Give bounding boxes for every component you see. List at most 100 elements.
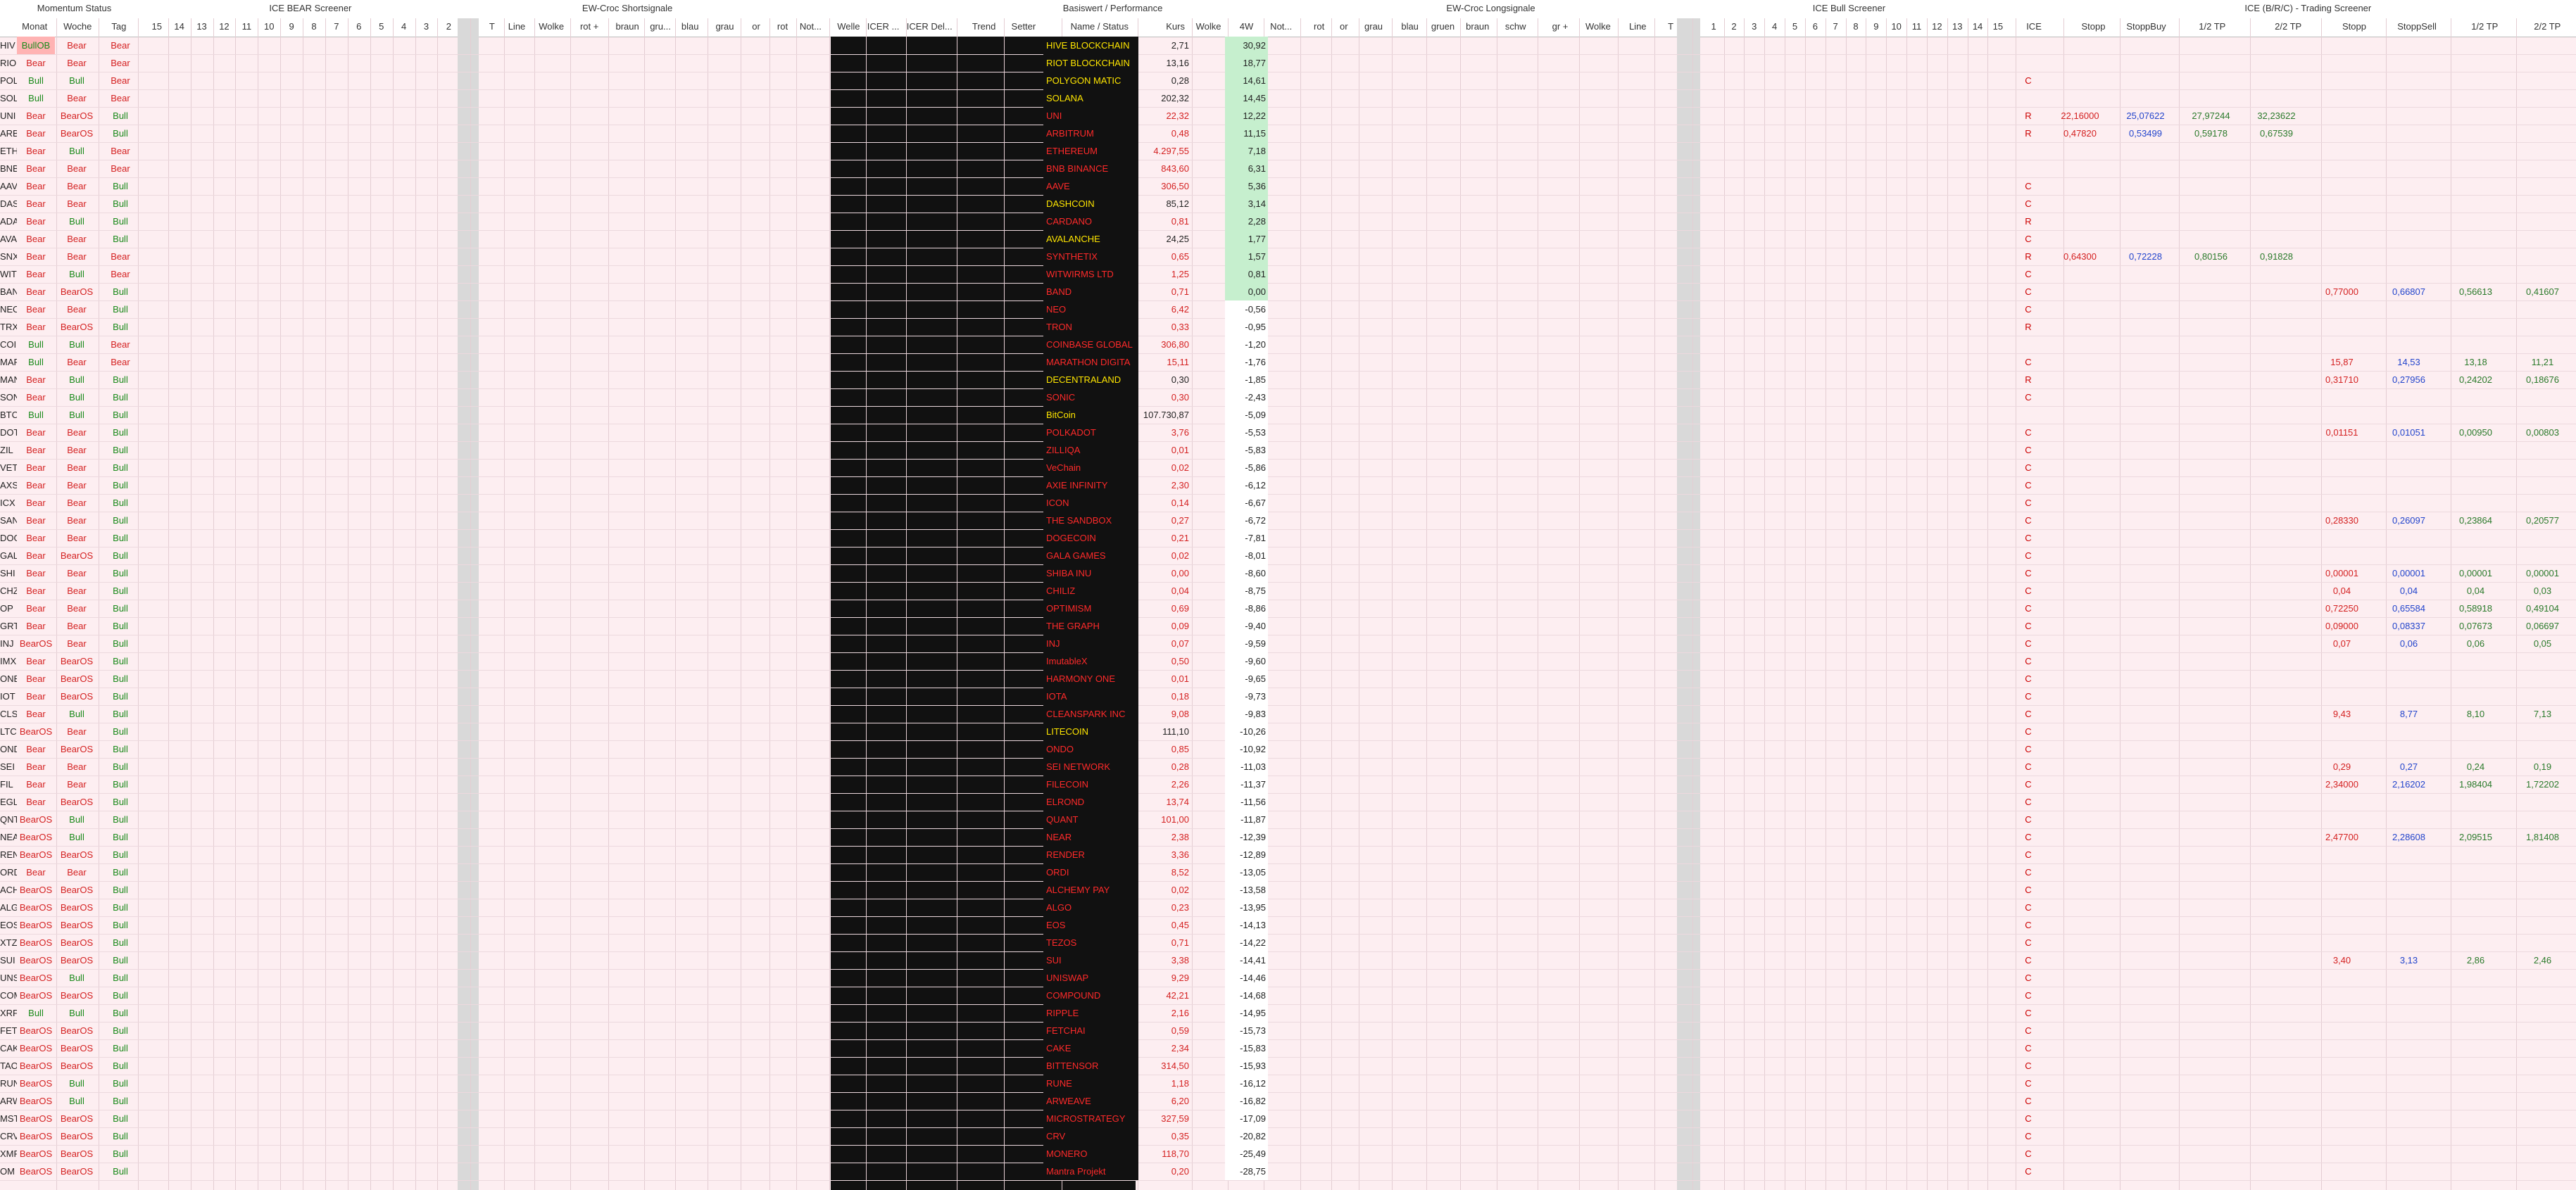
row-line: [0, 388, 2576, 389]
day-status: Bull: [113, 673, 128, 684]
ticker: IMX: [0, 656, 17, 666]
week-status: Bear: [67, 515, 87, 526]
month-status: Bear: [26, 445, 46, 455]
asset-name: COMPOUND: [1043, 987, 1138, 1004]
screener-target: 0,00803: [2526, 427, 2559, 438]
month-status: BearOS: [19, 1025, 53, 1036]
ticker: OM: [0, 1166, 15, 1177]
price: 0,85: [1171, 744, 1189, 754]
price: 111,10: [1162, 726, 1189, 737]
ticker: UNS: [0, 973, 17, 983]
screener-target: 0,77000: [2325, 286, 2358, 297]
screener-target: 1,98404: [2459, 779, 2492, 790]
ticker: ADA: [0, 216, 17, 227]
grid-line: [2321, 18, 2323, 1190]
column-header: 11: [241, 21, 252, 32]
asset-name: UNI: [1043, 107, 1138, 125]
performance-4w: -1,85: [1225, 371, 1268, 388]
day-status: Bull: [113, 1025, 128, 1036]
grid-line: [470, 18, 472, 1190]
column-header: 9: [1873, 21, 1879, 32]
day-status: Bear: [111, 93, 130, 103]
month-status: BearOS: [19, 955, 53, 966]
week-status: Bear: [67, 462, 87, 473]
month-status: BearOS: [19, 726, 53, 737]
asset-name: DECENTRALAND: [1043, 371, 1138, 388]
month-status: BearOS: [19, 1131, 53, 1141]
ice-code: C: [2025, 691, 2032, 702]
ice-code: C: [2025, 1131, 2032, 1141]
price: 42,21: [1166, 990, 1189, 1001]
asset-name: Mantra Projekt: [1043, 1163, 1138, 1180]
week-status: Bear: [67, 234, 87, 244]
grid-line: [865, 18, 867, 1190]
week-status: BearOS: [60, 797, 94, 807]
grid-line: [1926, 18, 1928, 1190]
day-status: Bull: [113, 480, 128, 490]
performance-4w: -16,12: [1225, 1075, 1268, 1092]
month-status: Bear: [26, 216, 46, 227]
asset-name: BAND: [1043, 283, 1138, 300]
ice-code: C: [2025, 990, 2032, 1001]
screener-target: 0,18676: [2526, 374, 2559, 385]
month-status: Bear: [26, 797, 46, 807]
day-status: Bull: [113, 920, 128, 930]
grid-line: [1391, 18, 1393, 1190]
section-title: ICE BEAR Screener: [269, 3, 352, 13]
week-status: Bull: [69, 75, 84, 86]
week-status: Bull: [69, 146, 84, 156]
price: 0,21: [1171, 533, 1189, 543]
grid-line: [1192, 18, 1193, 1190]
performance-4w: 12,22: [1225, 107, 1268, 125]
ticker: CAK: [0, 1043, 17, 1053]
asset-name: POLYGON MATIC: [1043, 72, 1138, 89]
row-line: [0, 494, 2576, 495]
performance-4w: -9,60: [1225, 652, 1268, 670]
day-status: Bull: [113, 656, 128, 666]
week-status: Bear: [67, 779, 87, 790]
screener-target: 0,56613: [2459, 286, 2492, 297]
screener-target: 7,13: [2533, 709, 2552, 719]
asset-name: SEI NETWORK: [1043, 758, 1138, 776]
separator: [1677, 18, 1700, 1190]
column-header: ICER ...: [867, 21, 900, 32]
price: 0,02: [1171, 550, 1189, 561]
screener-target: 0,05: [2533, 638, 2552, 649]
screener-target: 0,27: [2399, 761, 2418, 772]
screener-target: 0,00001: [2459, 568, 2492, 578]
row-line: [0, 353, 2576, 354]
ticker: SAN: [0, 515, 17, 526]
screener-target: 0,66807: [2392, 286, 2425, 297]
section-title: Momentum Status: [37, 3, 112, 13]
month-status: BearOS: [19, 638, 53, 649]
ticker: COM: [0, 990, 17, 1001]
day-status: Bull: [113, 603, 128, 614]
week-status: BearOS: [60, 849, 94, 860]
asset-name: INJ: [1043, 635, 1138, 652]
week-status: Bull: [69, 374, 84, 385]
month-status: Bear: [26, 198, 46, 209]
day-status: Bear: [111, 251, 130, 262]
asset-name: BitCoin: [1043, 406, 1138, 424]
ice-code: C: [2025, 568, 2032, 578]
ice-code: C: [2025, 1043, 2032, 1053]
week-status: Bull: [69, 339, 84, 350]
ticker: ORD: [0, 867, 17, 878]
asset-name: CRV: [1043, 1127, 1138, 1145]
asset-name: CHILIZ: [1043, 582, 1138, 600]
asset-name: RUNE: [1043, 1075, 1138, 1092]
grid-line: [1426, 18, 1428, 1190]
ticker: RUN: [0, 1078, 17, 1089]
column-header: Line: [508, 21, 526, 32]
column-header: Stopp: [2342, 21, 2366, 32]
day-status: Bull: [113, 638, 128, 649]
month-status: Bull: [28, 75, 44, 86]
month-status: Bear: [26, 673, 46, 684]
screener-target: 2,28608: [2392, 832, 2425, 842]
performance-4w: -14,13: [1225, 916, 1268, 934]
column-header: Not...: [1270, 21, 1293, 32]
column-header: 5: [1792, 21, 1798, 32]
price: 107.730,87: [1143, 410, 1189, 420]
week-status: Bull: [69, 973, 84, 983]
screener-target: 0,07673: [2459, 621, 2492, 631]
